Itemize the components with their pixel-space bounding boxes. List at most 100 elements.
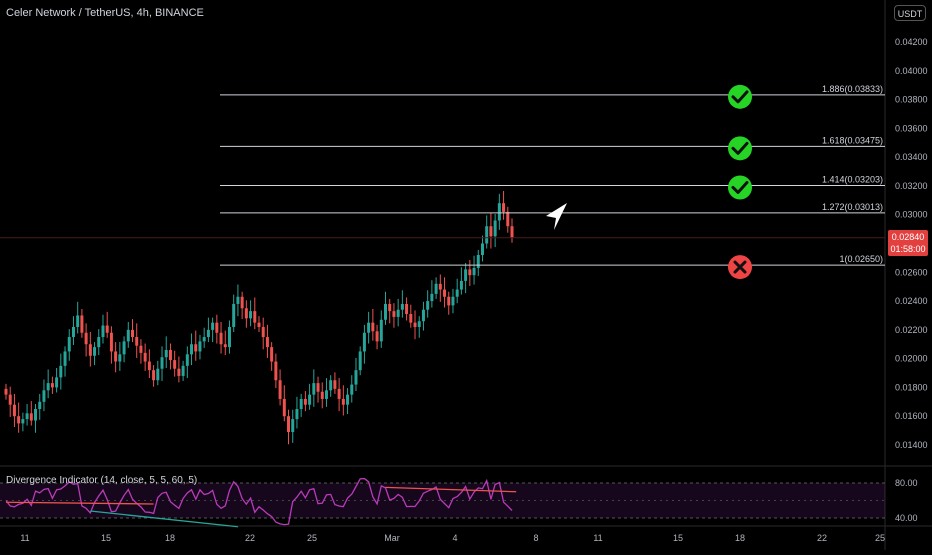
indicator-line <box>5 477 513 526</box>
current-price-tag: 0.02840 01:58:00 <box>888 230 928 256</box>
fib-level-label: 1.618(0.03475) <box>822 135 883 145</box>
candle-body <box>84 332 88 345</box>
candle-body <box>316 383 320 392</box>
candle-body <box>101 325 105 338</box>
y-tick-label: 0.03200 <box>895 181 928 191</box>
candle-body <box>93 347 97 356</box>
candle-body <box>299 398 303 410</box>
candle-body <box>358 351 362 371</box>
fib-level-label: 1.272(0.03013) <box>822 202 883 212</box>
candle-body <box>236 296 240 304</box>
candle-body <box>350 384 354 395</box>
y-tick-label: 0.01800 <box>895 382 928 392</box>
y-tick-label: 0.03400 <box>895 152 928 162</box>
candle-body <box>489 226 493 237</box>
candle-body <box>71 326 75 338</box>
candle-body <box>38 401 42 410</box>
candle-body <box>17 416 21 424</box>
candle-body <box>46 383 50 391</box>
candle-body <box>409 314 413 323</box>
candle-body <box>206 329 210 338</box>
candle-body <box>152 370 156 381</box>
countdown-timer: 01:58:00 <box>890 244 926 254</box>
candle-body <box>253 311 257 323</box>
candle-body <box>8 394 12 405</box>
candle-body <box>337 388 341 399</box>
candle-body <box>451 296 455 306</box>
candle-body <box>472 267 476 276</box>
x-tick-label: Mar <box>384 533 400 543</box>
candle-body <box>324 390 328 399</box>
candle-body <box>303 398 307 405</box>
candle-body <box>177 368 181 376</box>
candle-body <box>181 365 185 376</box>
candle-body <box>118 354 122 362</box>
candle-body <box>485 226 489 244</box>
candle-body <box>379 319 383 342</box>
candle-body <box>295 409 299 420</box>
candle-body <box>375 331 379 342</box>
candle-body <box>232 303 236 327</box>
candle-body <box>34 409 38 421</box>
candle-body <box>447 296 451 306</box>
candle-body <box>502 203 506 212</box>
candle-body <box>493 220 497 237</box>
candle-body <box>400 303 404 310</box>
candle-body <box>367 322 371 333</box>
cross-icon <box>728 255 752 280</box>
candle-body <box>190 344 194 355</box>
fib-level-label: 1.414(0.03203) <box>822 174 883 184</box>
x-tick-label: 15 <box>673 533 683 543</box>
y-tick-label: 0.03600 <box>895 123 928 133</box>
candle-body <box>114 351 118 362</box>
candle-body <box>312 383 316 395</box>
candle-body <box>413 322 417 327</box>
candle-body <box>464 269 468 281</box>
x-tick-label: 11 <box>593 533 602 543</box>
candle-body <box>384 303 387 320</box>
fib-level-label: 1(0.02650) <box>839 254 883 264</box>
candle-body <box>396 309 400 317</box>
candle-body <box>50 383 54 388</box>
candle-body <box>354 370 358 385</box>
candle-body <box>131 329 134 338</box>
candle-body <box>12 404 16 417</box>
candle-body <box>21 419 25 424</box>
candle-body <box>270 347 274 362</box>
candle-body <box>261 326 265 338</box>
check-icon <box>728 84 752 109</box>
candle-body <box>135 337 139 346</box>
candle-body <box>240 296 244 309</box>
candle-body <box>42 390 46 402</box>
x-tick-label: 18 <box>735 533 745 543</box>
candle-body <box>320 391 324 399</box>
y-tick-label: 0.02600 <box>895 267 928 277</box>
candle-body <box>143 352 147 362</box>
candle-body <box>480 243 484 256</box>
candle-body <box>198 341 202 352</box>
candle-body <box>287 416 291 433</box>
candle-body <box>194 344 198 352</box>
candle-body <box>333 380 337 389</box>
currency-button[interactable]: USDT <box>894 5 926 21</box>
candle-body <box>421 309 425 322</box>
candle-body <box>434 283 438 294</box>
candle-body <box>156 368 160 381</box>
candle-body <box>97 337 101 348</box>
candle-body <box>202 337 206 342</box>
candle-body <box>346 394 350 405</box>
y-tick-label: 0.01400 <box>895 440 928 450</box>
candle-body <box>438 283 442 290</box>
candle-body <box>63 351 67 366</box>
candle-body <box>392 311 396 317</box>
candle-body <box>173 360 177 369</box>
x-tick-label: 22 <box>245 533 255 543</box>
indicator-tick-label: 80.00 <box>895 478 918 488</box>
candle-body <box>76 315 80 327</box>
candle-body <box>459 280 463 290</box>
candle-body <box>455 289 459 297</box>
x-tick-label: 25 <box>875 533 885 543</box>
candle-body <box>417 321 421 327</box>
